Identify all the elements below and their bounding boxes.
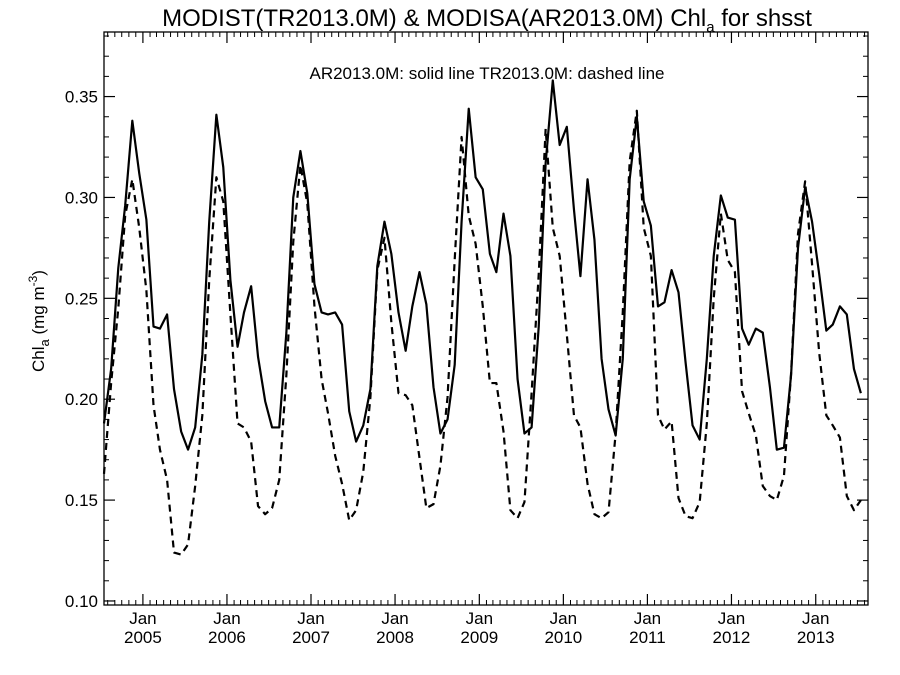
x-axis: Jan2005Jan2006Jan2007Jan2008Jan2009Jan20… [107,32,866,647]
y-tick-label: 0.25 [65,289,98,308]
x-tick-month-label: Jan [802,609,829,628]
x-tick-month-label: Jan [718,609,745,628]
x-tick-month-label: Jan [129,609,156,628]
x-tick-year-label: 2005 [124,628,162,647]
ar2013-solid-series-line [102,79,862,451]
x-tick-year-label: 2012 [713,628,751,647]
svg-text:Chla (mg m-3): Chla (mg m-3) [26,270,52,372]
plot-frame [103,31,869,606]
x-tick-year-label: 2011 [629,628,666,647]
x-tick-month-label: Jan [634,609,661,628]
x-tick-year-label: 2009 [460,628,498,647]
line-style-annotation: AR2013.0M: solid line TR2013.0M: dashed … [309,64,664,83]
x-tick-year-label: 2006 [208,628,246,647]
x-tick-year-label: 2013 [797,628,835,647]
tr2013-dashed-series-line [102,109,862,556]
x-tick-year-label: 2007 [292,628,330,647]
x-tick-month-label: Jan [297,609,324,628]
y-axis-label: Chla (mg m-3) [26,270,52,372]
x-tick-month-label: Jan [213,609,240,628]
y-axis: 0.10 0.15 0.20 0.25 0.30 0.35 [65,35,868,611]
x-tick-month-label: Jan [550,609,577,628]
x-tick-month-label: Jan [466,609,493,628]
x-tick-year-label: 2010 [544,628,582,647]
y-tick-label: 0.20 [65,390,98,409]
y-tick-label: 0.10 [65,592,98,611]
x-tick-year-label: 2008 [376,628,414,647]
y-tick-label: 0.15 [65,491,98,510]
x-tick-month-label: Jan [381,609,408,628]
series-lines [102,79,862,556]
y-tick-label: 0.35 [65,88,98,107]
chart-title: MODIST(TR2013.0M) & MODISA(AR2013.0M) Ch… [162,5,812,36]
y-tick-label: 0.30 [65,188,98,207]
